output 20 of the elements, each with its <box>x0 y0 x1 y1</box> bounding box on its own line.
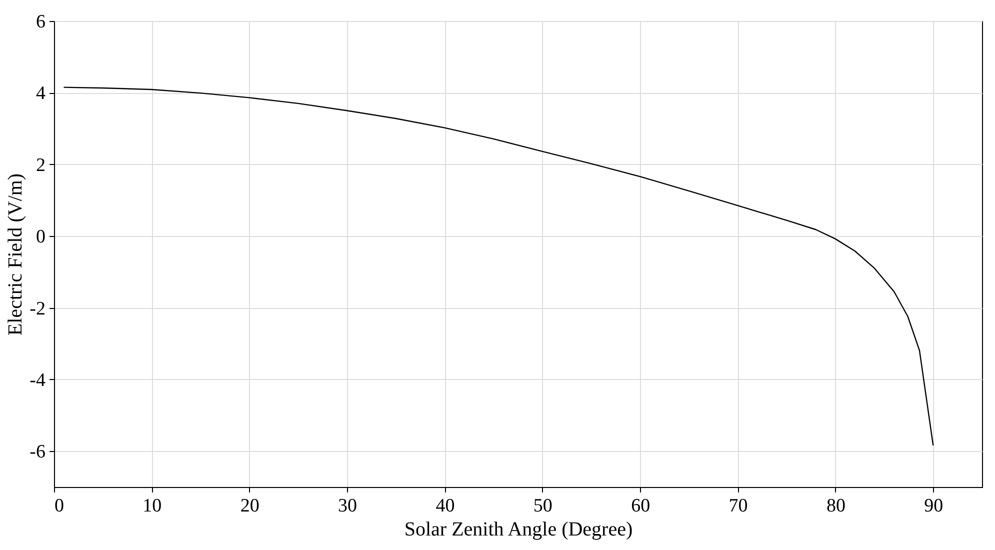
y-tick-label: -4 <box>30 370 46 391</box>
x-tick-label: 80 <box>826 496 846 516</box>
x-tick-label: 90 <box>924 496 944 516</box>
x-tick-label: 30 <box>338 496 358 516</box>
x-tick-label: 40 <box>436 496 455 516</box>
x-tick-label: 60 <box>631 496 650 516</box>
x-tick-label: 0 <box>54 496 64 516</box>
x-tick-label: 20 <box>240 496 260 516</box>
y-tick-label: -6 <box>30 442 46 463</box>
x-tick-label: 10 <box>142 496 162 516</box>
x-axis-title: Solar Zenith Angle (Degree) <box>404 518 633 540</box>
x-tick-label: 50 <box>533 496 552 516</box>
y-tick-label: -2 <box>30 298 46 320</box>
y-tick-label: 2 <box>36 154 46 176</box>
x-tick-label: 70 <box>728 496 748 516</box>
y-tick-label: 0 <box>36 226 46 248</box>
y-axis-title: Electric Field (V/m) <box>4 173 27 336</box>
line-series <box>63 86 934 446</box>
y-tick-label: 4 <box>36 83 46 104</box>
y-tick-label: 6 <box>36 12 46 32</box>
